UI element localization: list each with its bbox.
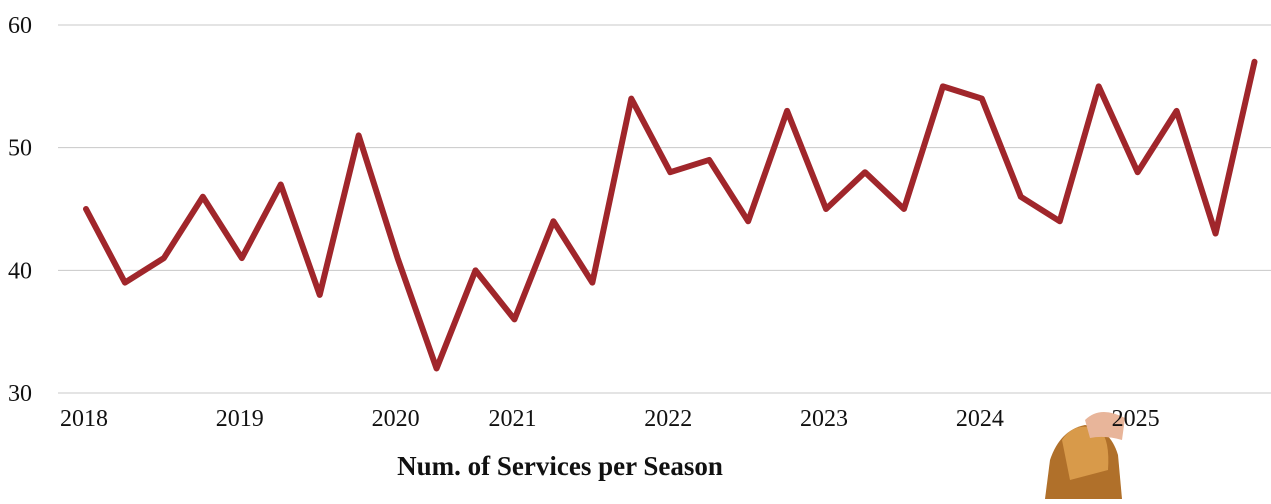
x-tick-label: 2023 — [800, 406, 848, 432]
y-tick-label: 60 — [8, 13, 32, 39]
x-tick-label: 2019 — [216, 406, 264, 432]
y-tick-label: 30 — [8, 381, 32, 407]
x-tick-label: 2024 — [956, 406, 1004, 432]
y-tick-label: 50 — [8, 136, 32, 162]
jug-illustration — [1045, 411, 1125, 499]
x-tick-label: 2021 — [488, 406, 536, 432]
series-line — [83, 58, 1258, 372]
x-tick-label: 2018 — [60, 406, 108, 432]
x-tick-label: 2020 — [372, 406, 420, 432]
y-tick-label: 40 — [8, 258, 32, 284]
x-tick-label: 2025 — [1112, 406, 1160, 432]
x-tick-label: 2022 — [644, 406, 692, 432]
chart-title: Num. of Services per Season — [397, 451, 723, 481]
